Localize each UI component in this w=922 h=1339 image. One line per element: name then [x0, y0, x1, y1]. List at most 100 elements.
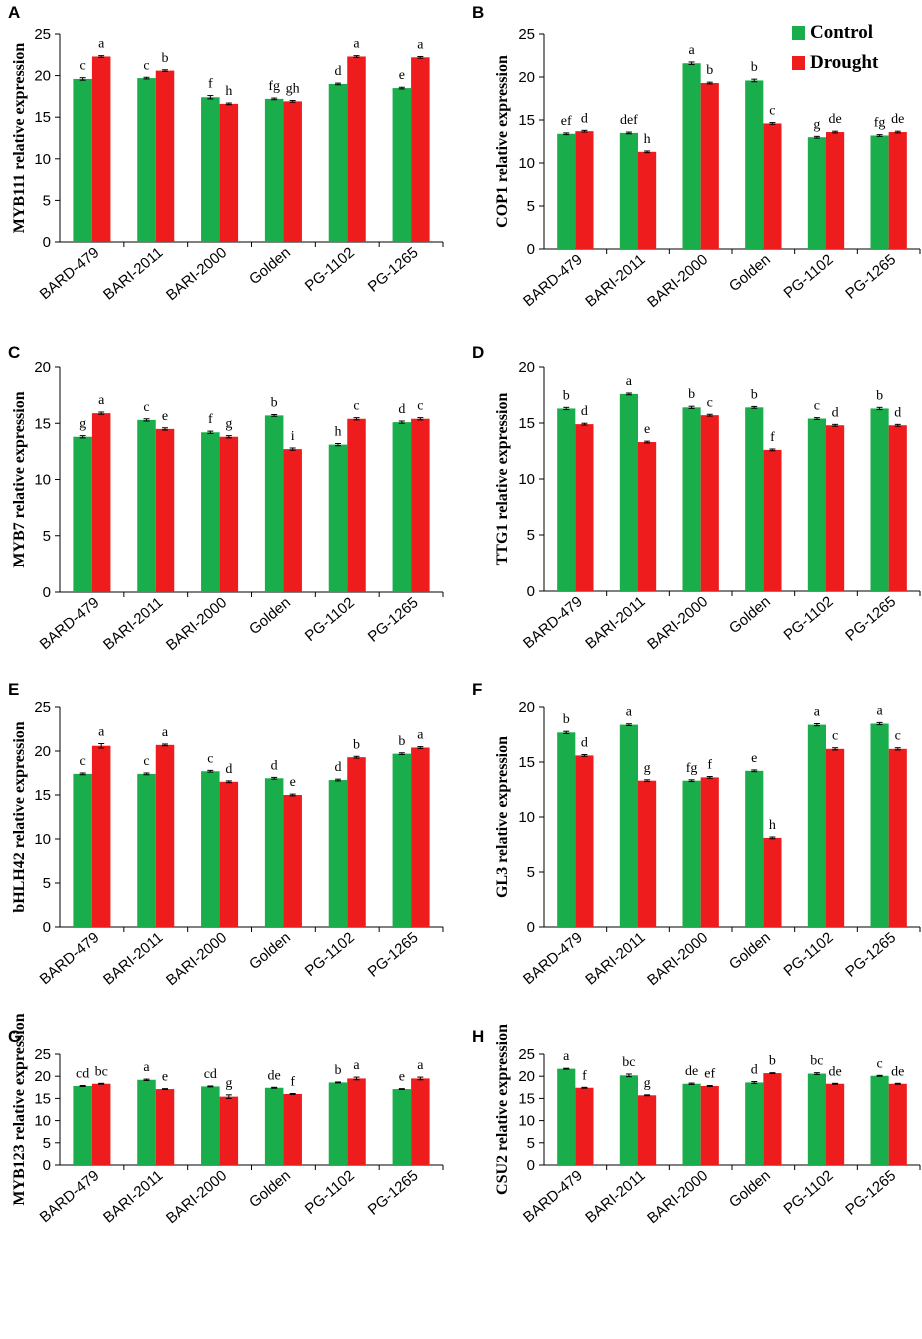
y-tick-label: 15 [34, 1090, 51, 1107]
bar-drought-bard-479 [91, 56, 111, 242]
significance-letter: b [751, 60, 758, 75]
bar-drought-golden [283, 101, 302, 242]
significance-letter: a [98, 393, 105, 408]
significance-letter: d [581, 404, 588, 419]
significance-letter: c [143, 754, 149, 769]
x-tick-label: BARI-2000 [644, 929, 711, 989]
y-tick-label: 20 [34, 359, 51, 376]
x-tick-label: BARD-479 [520, 1167, 586, 1226]
bar-drought-bari-2000 [700, 777, 719, 927]
y-axis-label: COP1 relative expression [494, 55, 511, 228]
significance-letter: b [162, 51, 169, 66]
bar-drought-bari-2011 [155, 70, 175, 242]
significance-letter: g [813, 117, 820, 132]
x-tick-label: BARI-2011 [582, 593, 648, 652]
y-tick-label: 15 [518, 112, 535, 129]
significance-letter: fg [686, 761, 698, 776]
bar-drought-bari-2011 [155, 428, 175, 592]
x-tick-label: PG-1102 [302, 929, 358, 980]
significance-letter: c [353, 399, 359, 414]
significance-letter: ef [561, 114, 572, 129]
bar-control-bard-479 [557, 133, 576, 249]
panel-letter: B [472, 3, 484, 22]
bar-control-pg-1102 [328, 780, 348, 927]
y-tick-label: 25 [518, 1046, 535, 1063]
x-tick-label: Golden [726, 593, 774, 637]
significance-letter: d [581, 111, 588, 126]
y-tick-label: 5 [527, 864, 535, 881]
bar-drought-pg-1265 [888, 132, 907, 249]
bar-drought-bari-2000 [219, 781, 239, 927]
y-tick-label: 15 [518, 415, 535, 432]
x-tick-label: BARI-2000 [644, 251, 711, 311]
significance-letter: c [143, 400, 149, 415]
significance-letter: b [353, 737, 360, 752]
bar-control-bari-2000 [201, 432, 220, 592]
x-tick-label: PG-1102 [302, 1167, 358, 1218]
significance-letter: f [290, 1075, 295, 1090]
significance-letter: a [876, 703, 883, 718]
panel-letter: E [8, 680, 19, 699]
bar-control-pg-1265 [870, 1075, 889, 1165]
significance-letter: d [398, 402, 405, 417]
y-tick-label: 5 [43, 1135, 51, 1152]
bar-drought-bari-2011 [638, 1095, 657, 1165]
bar-drought-pg-1102 [826, 425, 845, 591]
y-tick-label: 25 [34, 699, 51, 716]
x-tick-label: PG-1265 [842, 593, 899, 645]
x-tick-label: PG-1102 [780, 593, 836, 644]
x-tick-label: Golden [726, 929, 774, 973]
bar-control-pg-1102 [807, 137, 826, 249]
panel-letter: A [8, 3, 20, 22]
bar-drought-bari-2011 [638, 442, 657, 591]
significance-letter: c [895, 729, 901, 744]
x-tick-label: Golden [246, 594, 294, 638]
bar-drought-pg-1265 [411, 1078, 430, 1165]
x-tick-label: Golden [246, 244, 294, 288]
significance-letter: c [832, 729, 838, 744]
bar-drought-golden [763, 449, 782, 591]
significance-letter: h [225, 84, 232, 99]
x-tick-label: PG-1265 [842, 251, 899, 303]
x-tick-label: BARD-479 [520, 251, 586, 310]
y-tick-label: 10 [34, 1113, 51, 1130]
y-tick-label: 0 [43, 234, 51, 251]
significance-letter: bc [95, 1064, 108, 1079]
bar-control-bari-2011 [137, 1079, 156, 1165]
x-tick-label: BARI-2011 [100, 929, 166, 988]
bar-drought-pg-1265 [411, 747, 430, 927]
y-tick-label: 10 [518, 809, 535, 826]
significance-letter: f [770, 430, 775, 445]
x-tick-label: PG-1102 [780, 929, 836, 980]
x-tick-label: BARI-2000 [163, 929, 230, 989]
x-tick-label: BARI-2011 [582, 251, 648, 310]
y-tick-label: 15 [34, 415, 51, 432]
bar-control-golden [745, 1082, 764, 1165]
x-tick-label: BARD-479 [520, 929, 586, 988]
x-tick-label: PG-1102 [780, 1167, 836, 1218]
panel-letter: D [472, 343, 484, 362]
chart-panel-b: B COP1 relative expression 0 5 10 15 20 25 ef d BA… [472, 3, 921, 311]
x-tick-label: BARI-2000 [644, 593, 711, 653]
significance-letter: d [894, 405, 901, 420]
significance-letter: a [143, 1060, 150, 1075]
bar-control-bari-2011 [619, 1075, 638, 1165]
y-axis-label: CSU2 relative expression [494, 1024, 511, 1195]
bar-drought-bard-479 [575, 755, 594, 927]
significance-letter: gh [286, 82, 300, 97]
significance-letter: c [80, 59, 86, 74]
significance-letter: a [814, 705, 821, 720]
bar-drought-bari-2011 [638, 151, 657, 249]
bar-drought-bard-479 [91, 745, 111, 927]
panel-letter: F [472, 680, 482, 699]
significance-letter: c [207, 751, 213, 766]
bar-drought-golden [283, 1093, 302, 1165]
significance-letter: d [832, 405, 839, 420]
y-axis-label: GL3 relative expression [494, 736, 511, 898]
x-tick-label: PG-1265 [842, 929, 899, 981]
y-tick-label: 0 [43, 1157, 51, 1174]
bar-control-bard-479 [73, 78, 92, 242]
